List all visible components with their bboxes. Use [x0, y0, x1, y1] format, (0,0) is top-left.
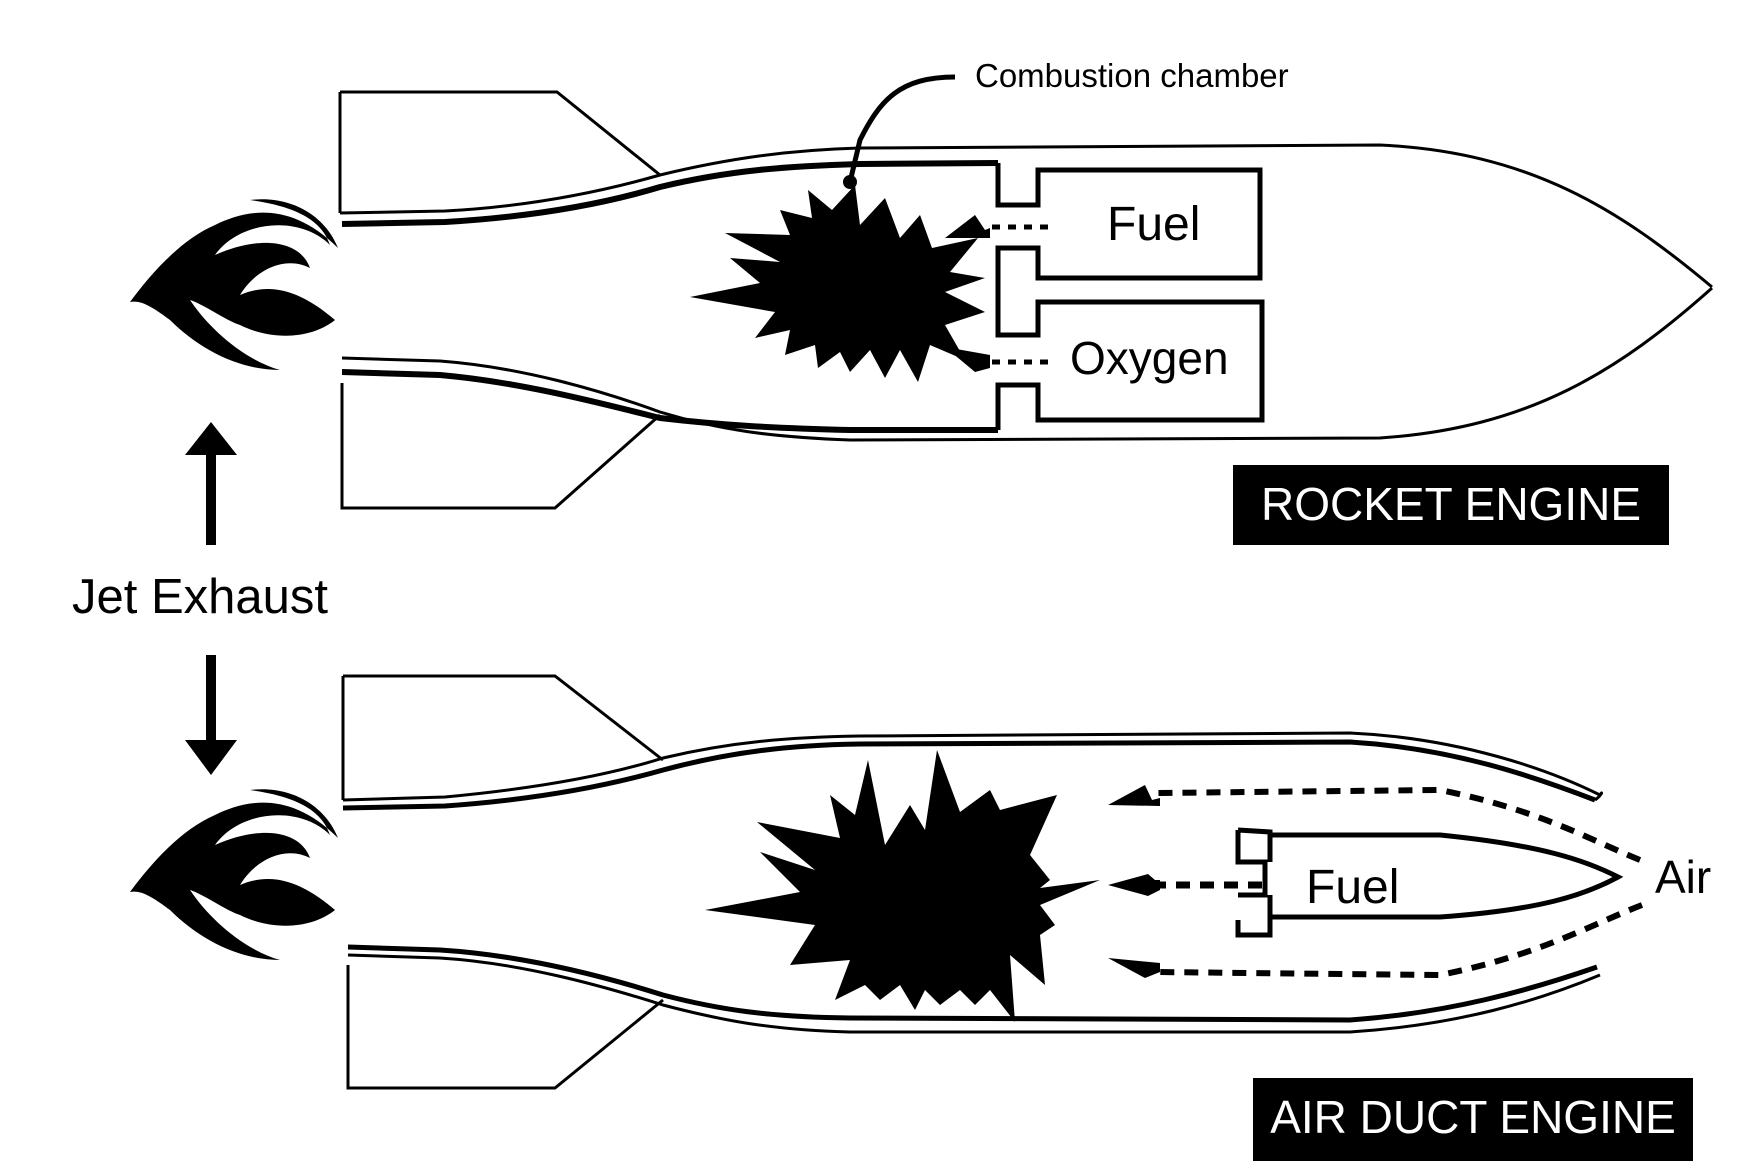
combustion-chamber-leader: [847, 74, 956, 183]
flame-icon: [130, 789, 338, 960]
rocket-liner-bottom: [341, 369, 998, 433]
arrow-down-icon: [185, 655, 237, 775]
rocket-fuel-tank-label: Fuel: [1107, 198, 1200, 251]
airduct-upper-fin: [341, 674, 664, 800]
explosion-icon: [705, 750, 1100, 1022]
rocket-liner-top: [341, 160, 999, 227]
arrowhead-icon: [945, 347, 990, 372]
combustion-chamber-label: Combustion chamber: [975, 57, 1289, 94]
arrowhead-icon: [1108, 785, 1160, 806]
jet-exhaust-label: Jet Exhaust: [72, 570, 328, 624]
arrowhead-icon: [945, 215, 990, 238]
rocket-hull-top: [339, 143, 1713, 289]
rocket-hull-bottom: [341, 286, 1713, 442]
air-duct-engine: Fuel Air AIR DUCT ENGINE: [130, 674, 1711, 1161]
arrowhead-icon: [1108, 958, 1160, 978]
airduct-air-flow: [1108, 785, 1644, 979]
airduct-hull-bottom: [347, 953, 1601, 1034]
jet-exhaust-group: Jet Exhaust: [72, 422, 328, 775]
air-duct-engine-title-box: [1253, 1078, 1693, 1161]
airduct-fuel-pod: [1235, 827, 1624, 938]
rocket-fuel-feed: [945, 215, 1048, 238]
combustion-chamber-leader-dot: [843, 175, 857, 189]
rocket-engine-title: ROCKET ENGINE: [1261, 478, 1641, 530]
explosion-icon: [690, 185, 985, 382]
air-duct-engine-title: AIR DUCT ENGINE: [1270, 1091, 1676, 1143]
rocket-oxygen-feed: [945, 347, 1048, 372]
flame-icon: [130, 199, 338, 370]
rocket-engine: Combustion chamber Fuel Oxygen ROCKET EN…: [130, 57, 1713, 545]
airduct-hull-top: [342, 731, 1601, 802]
rocket-engine-title-box: [1233, 465, 1669, 545]
airduct-liner-top: [342, 739, 1596, 811]
arrow-up-icon: [185, 422, 237, 545]
rocket-oxygen-tank-label: Oxygen: [1070, 332, 1229, 384]
arrowhead-icon: [1108, 874, 1160, 896]
airduct-lower-fin: [346, 965, 664, 1090]
airduct-fuel-tank-label: Fuel: [1306, 861, 1399, 914]
airduct-lip-top: [1594, 791, 1604, 802]
airduct-liner-bottom: [347, 944, 1598, 1023]
airduct-air-label: Air: [1655, 851, 1711, 903]
rocket-lower-fin: [340, 383, 661, 510]
rocket-upper-fin: [338, 90, 661, 213]
rocket-bulkhead: [995, 163, 1265, 430]
